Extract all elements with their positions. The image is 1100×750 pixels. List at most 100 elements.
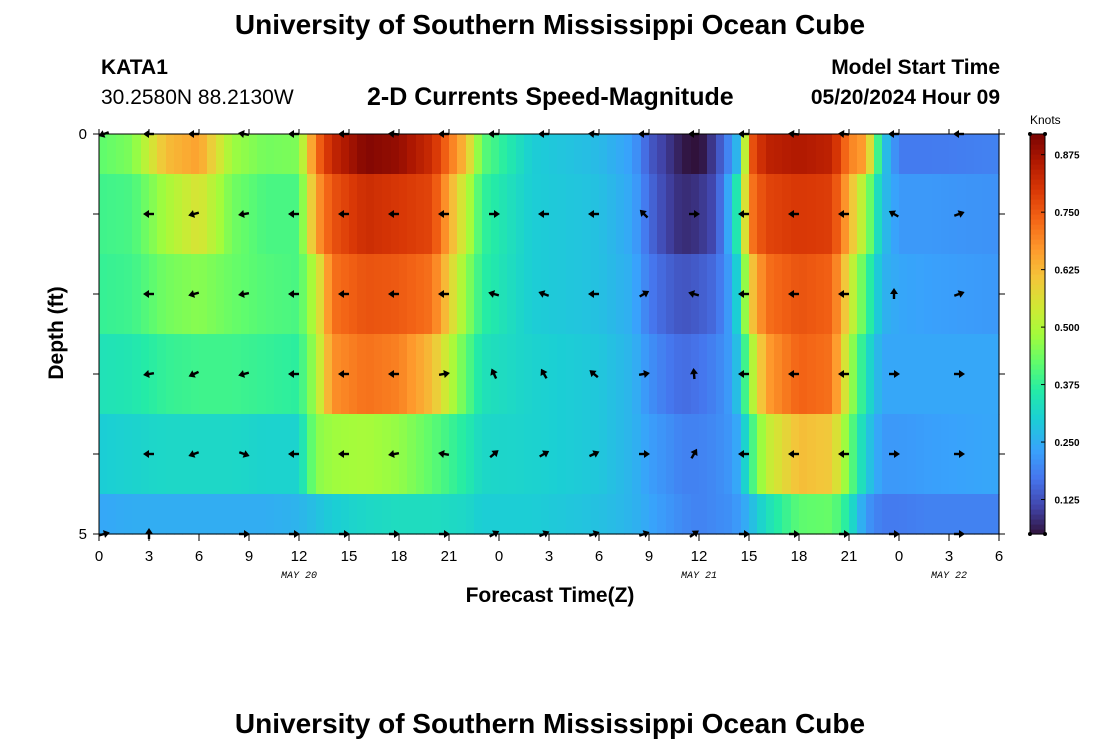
heatmap-cell bbox=[849, 334, 858, 415]
heatmap-cell bbox=[616, 174, 625, 255]
heatmap-cell bbox=[307, 134, 317, 175]
y-tick-label: 0 bbox=[79, 126, 87, 143]
heatmap-cell bbox=[607, 414, 617, 495]
heatmap-cell bbox=[424, 494, 433, 535]
colorbar-segment bbox=[1030, 379, 1045, 385]
heatmap-cell bbox=[774, 334, 783, 415]
colorbar-segment bbox=[1030, 199, 1045, 205]
colorbar-segment bbox=[1030, 169, 1045, 175]
heatmap-cell bbox=[774, 134, 783, 175]
heatmap-cell bbox=[882, 414, 892, 495]
heatmap-cell bbox=[282, 334, 292, 415]
heatmap-cell bbox=[566, 134, 575, 175]
heatmap-cell bbox=[541, 494, 550, 535]
heatmap-cell bbox=[674, 494, 683, 535]
heatmap-cell bbox=[416, 414, 425, 495]
heatmap-cell bbox=[374, 414, 383, 495]
heatmap-cell bbox=[357, 494, 367, 535]
heatmap-cell bbox=[282, 134, 292, 175]
heatmap-cell bbox=[699, 254, 708, 335]
heatmap-cell bbox=[632, 174, 642, 255]
heatmap-cell bbox=[816, 334, 825, 415]
heatmap-cell bbox=[324, 334, 333, 415]
current-arrow bbox=[538, 290, 550, 298]
current-arrow bbox=[188, 290, 200, 298]
heatmap-cell bbox=[807, 414, 817, 495]
heatmap-cell bbox=[832, 494, 842, 535]
heatmap-cell bbox=[499, 414, 508, 495]
heatmap-cell bbox=[457, 494, 467, 535]
heatmap-cell bbox=[716, 134, 725, 175]
heatmap-cell bbox=[132, 414, 142, 495]
heatmap-cell bbox=[799, 414, 808, 495]
heatmap-cell bbox=[224, 254, 233, 335]
colorbar-segment bbox=[1030, 139, 1045, 145]
heatmap-cell bbox=[899, 414, 908, 495]
colorbar-segment bbox=[1030, 194, 1045, 200]
heatmap-cell bbox=[632, 414, 642, 495]
heatmap-cell bbox=[966, 134, 975, 175]
heatmap-cell bbox=[766, 254, 775, 335]
current-arrow bbox=[888, 210, 899, 218]
heatmap-cell bbox=[832, 414, 842, 495]
heatmap-cell bbox=[166, 414, 175, 495]
heatmap-cell bbox=[266, 134, 275, 175]
heatmap-cell bbox=[582, 254, 592, 335]
heatmap-cell bbox=[674, 334, 683, 415]
current-arrow bbox=[689, 210, 700, 218]
heatmap-cell bbox=[366, 334, 375, 415]
heatmap-cell bbox=[166, 174, 175, 255]
heatmap-cell bbox=[666, 174, 675, 255]
heatmap-cell bbox=[749, 174, 758, 255]
heatmap-cell bbox=[574, 494, 583, 535]
heatmap-cell bbox=[649, 414, 658, 495]
heatmap-cell bbox=[749, 134, 758, 175]
heatmap-cell bbox=[466, 254, 475, 335]
heatmap-cell bbox=[574, 134, 583, 175]
heatmap-cell bbox=[257, 174, 267, 255]
colorbar-segment bbox=[1030, 314, 1045, 320]
heatmap-cell bbox=[266, 494, 275, 535]
heatmap-cell bbox=[141, 494, 150, 535]
heatmap-cell bbox=[532, 334, 542, 415]
heatmap-cell bbox=[574, 414, 583, 495]
heatmap-cell bbox=[132, 334, 142, 415]
heatmap-cell bbox=[974, 174, 983, 255]
heatmap-cell bbox=[574, 254, 583, 335]
heatmap-cell bbox=[907, 174, 917, 255]
heatmap-cell bbox=[324, 494, 333, 535]
colorbar-segment bbox=[1030, 439, 1045, 445]
heatmap-cell bbox=[857, 174, 867, 255]
heatmap-cell bbox=[857, 494, 867, 535]
heatmap-cell bbox=[757, 254, 767, 335]
current-arrow bbox=[288, 370, 299, 378]
current-arrow bbox=[188, 210, 200, 218]
colorbar-segment bbox=[1030, 484, 1045, 490]
heatmap-cell bbox=[157, 174, 167, 255]
heatmap-cell bbox=[657, 134, 667, 175]
heatmap-cell bbox=[991, 134, 1000, 175]
heatmap-cell bbox=[524, 174, 533, 255]
heatmap-cell bbox=[899, 494, 908, 535]
colorbar-segment bbox=[1030, 284, 1045, 290]
heatmap-cell bbox=[174, 494, 183, 535]
heatmap-cell bbox=[716, 254, 725, 335]
current-arrow bbox=[539, 450, 550, 458]
heatmap-cell bbox=[557, 334, 567, 415]
heatmap-cell bbox=[607, 254, 617, 335]
heatmap-cell bbox=[799, 494, 808, 535]
heatmap-cell bbox=[599, 254, 608, 335]
heatmap-cell bbox=[282, 494, 292, 535]
heatmap-cell bbox=[107, 334, 117, 415]
heatmap-cell bbox=[874, 174, 883, 255]
current-arrow bbox=[338, 370, 349, 378]
current-arrow bbox=[388, 290, 399, 298]
heatmap-cell bbox=[916, 494, 925, 535]
heatmap-cell bbox=[849, 414, 858, 495]
colorbar-corner-dot bbox=[1043, 532, 1047, 536]
heatmap-cell bbox=[624, 174, 633, 255]
station-coordinates: 30.2580N 88.2130W bbox=[101, 86, 294, 109]
heatmap-cell bbox=[682, 254, 692, 335]
heatmap-cell bbox=[324, 134, 333, 175]
heatmap-cell bbox=[616, 134, 625, 175]
